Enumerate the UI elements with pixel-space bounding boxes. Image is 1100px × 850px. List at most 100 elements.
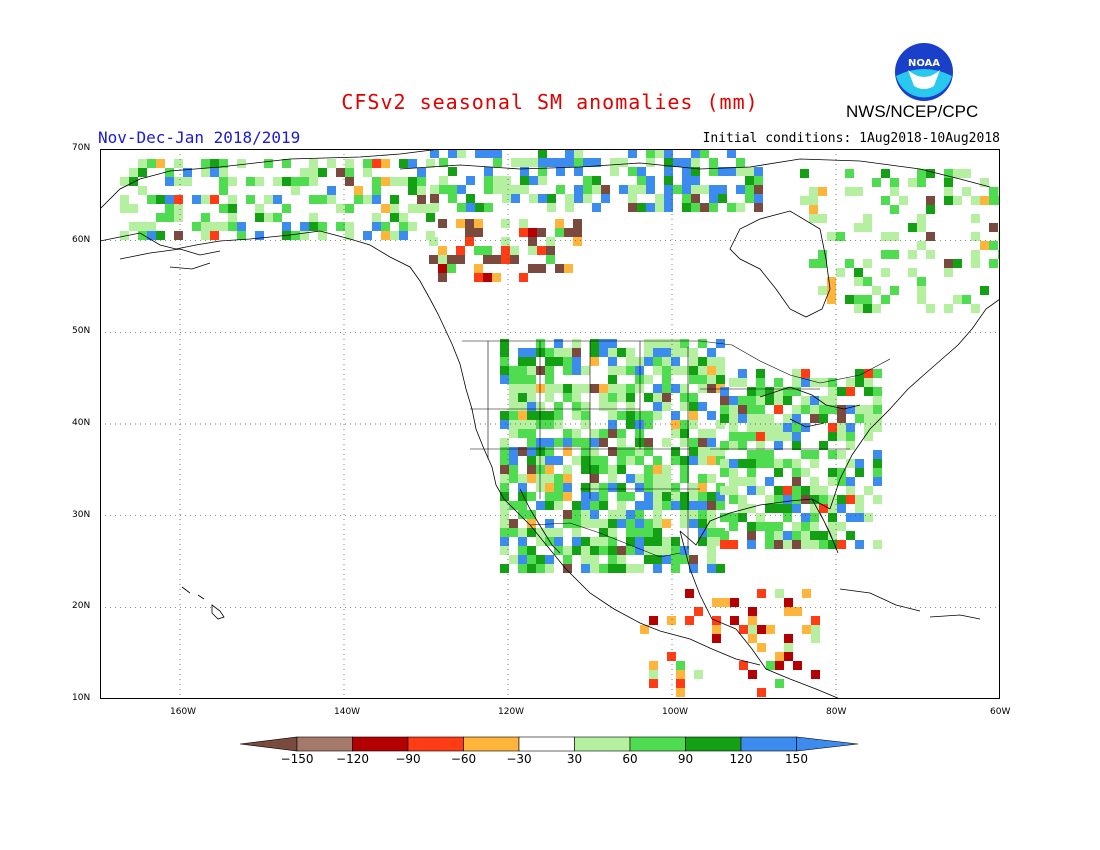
anomaly-cell: [653, 492, 662, 501]
anomaly-cell: [756, 405, 765, 414]
anomaly-cell: [783, 540, 792, 549]
initial-conditions-label: Initial conditions: 1Aug2018-10Aug2018: [702, 131, 1000, 146]
anomaly-cell: [583, 194, 592, 203]
anomaly-cell: [500, 447, 509, 456]
anomaly-cell: [792, 459, 801, 468]
anomaly-cell: [500, 483, 509, 492]
anomaly-cell: [644, 348, 653, 357]
anomaly-cell: [792, 423, 801, 432]
anomaly-cell: [682, 185, 691, 194]
anomaly-cell: [372, 195, 381, 204]
anomaly-cell: [583, 176, 592, 185]
anomaly-cell: [729, 432, 738, 441]
anomaly-cell: [691, 203, 700, 212]
anomaly-cell: [581, 492, 590, 501]
anomaly-cell: [527, 357, 536, 366]
anomaly-cell: [729, 441, 738, 450]
anomaly-cell: [662, 348, 671, 357]
anomaly-cell: [439, 158, 448, 167]
anomaly-cell: [944, 169, 953, 178]
anomaly-cell: [709, 158, 718, 167]
anomaly-cell: [282, 222, 291, 231]
anomaly-cell: [528, 237, 537, 246]
anomaly-cell: [536, 348, 545, 357]
anomaly-cell: [417, 186, 426, 195]
anomaly-cell: [818, 250, 827, 259]
anomaly-cell: [747, 387, 756, 396]
anomaly-cell: [399, 222, 408, 231]
anomaly-cell: [372, 213, 381, 222]
anomaly-cell: [273, 213, 282, 222]
anomaly-cell: [381, 159, 390, 168]
anomaly-cell: [183, 177, 192, 186]
anomaly-cell: [474, 246, 483, 255]
anomaly-cell: [863, 304, 872, 313]
anomaly-cell: [527, 465, 536, 474]
anomaly-cell: [671, 357, 680, 366]
anomaly-cell: [689, 447, 698, 456]
anomaly-cell: [971, 232, 980, 241]
anomaly-cell: [500, 519, 509, 528]
anomaly-cell: [801, 540, 810, 549]
anomaly-cell: [255, 204, 264, 213]
anomaly-cell: [707, 492, 716, 501]
anomaly-cell: [590, 519, 599, 528]
anomaly-cell: [680, 501, 689, 510]
anomaly-cell: [783, 414, 792, 423]
anomaly-cell: [698, 384, 707, 393]
anomaly-cell: [971, 196, 980, 205]
anomaly-cell: [590, 348, 599, 357]
anomaly-cell: [792, 387, 801, 396]
anomaly-cell: [775, 679, 784, 688]
anomaly-cell: [617, 366, 626, 375]
anomaly-cell: [707, 474, 716, 483]
anomaly-cell: [754, 167, 763, 176]
anomaly-cell: [682, 167, 691, 176]
anomaly-cell: [881, 295, 890, 304]
anomaly-cell: [729, 405, 738, 414]
anomaly-cell: [649, 661, 658, 670]
anomaly-cell: [646, 185, 655, 194]
anomaly-cell: [509, 519, 518, 528]
anomaly-cell: [653, 465, 662, 474]
anomaly-cell: [765, 432, 774, 441]
anomaly-cell: [318, 231, 327, 240]
anomaly-cell: [864, 378, 873, 387]
anomaly-cell: [518, 366, 527, 375]
anomaly-cell: [644, 447, 653, 456]
anomaly-cell: [846, 423, 855, 432]
anomaly-cell: [555, 264, 564, 273]
anomaly-cell: [565, 203, 574, 212]
anomaly-cell: [466, 194, 475, 203]
anomaly-cell: [474, 264, 483, 273]
anomaly-cell: [854, 304, 863, 313]
anomaly-cell: [774, 540, 783, 549]
anomaly-cell: [698, 375, 707, 384]
anomaly-cell: [944, 187, 953, 196]
anomaly-cell: [264, 159, 273, 168]
anomaly-cell: [801, 531, 810, 540]
anomaly-cell: [707, 519, 716, 528]
anomaly-cell: [691, 167, 700, 176]
anomaly-cell: [680, 384, 689, 393]
anomaly-cell: [536, 402, 545, 411]
colorbar-segment: [352, 736, 409, 752]
anomaly-cell: [662, 393, 671, 402]
anomaly-cell: [828, 522, 837, 531]
anomaly-cell: [608, 519, 617, 528]
anomaly-cell: [863, 223, 872, 232]
colorbar-segment: [574, 736, 631, 752]
anomaly-cell: [810, 378, 819, 387]
anomaly-cell: [680, 438, 689, 447]
anomaly-cell: [518, 375, 527, 384]
anomaly-cell: [563, 483, 572, 492]
anomaly-cell: [590, 501, 599, 510]
anomaly-cell: [671, 537, 680, 546]
anomaly-cell: [610, 167, 619, 176]
anomaly-cell: [635, 564, 644, 573]
anomaly-cell: [980, 241, 989, 250]
anomaly-cell: [689, 411, 698, 420]
anomaly-cell: [536, 411, 545, 420]
anomaly-cell: [592, 203, 601, 212]
anomaly-cell: [590, 483, 599, 492]
